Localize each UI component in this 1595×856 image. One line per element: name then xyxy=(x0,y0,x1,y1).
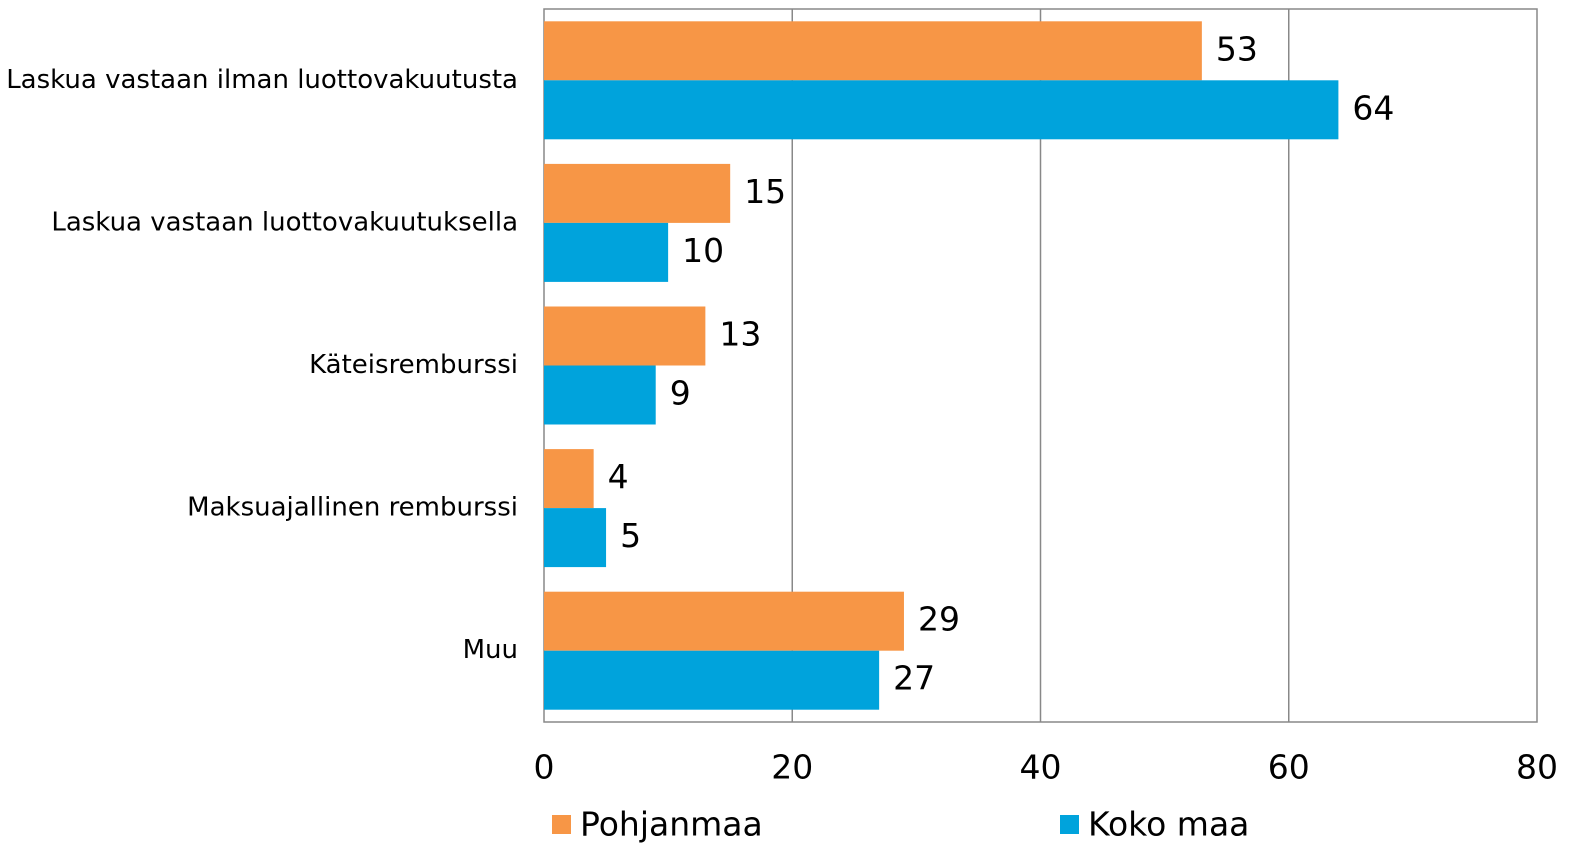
data-label: 27 xyxy=(893,659,935,698)
bar xyxy=(544,163,731,223)
x-tick-label: 0 xyxy=(534,748,555,787)
bar xyxy=(544,80,1339,140)
data-label: 53 xyxy=(1216,29,1258,68)
legend-label: Koko maa xyxy=(1088,805,1249,844)
data-label: 5 xyxy=(620,516,641,555)
legend-label: Pohjanmaa xyxy=(580,805,763,844)
x-tick-label: 40 xyxy=(1020,748,1062,787)
x-tick-label: 20 xyxy=(771,748,813,787)
y-tick-label: Maksuajallinen remburssi xyxy=(187,493,518,523)
data-label: 15 xyxy=(744,172,786,211)
bar xyxy=(544,591,904,651)
data-label: 64 xyxy=(1352,88,1394,127)
data-label: 29 xyxy=(918,600,960,639)
bar xyxy=(544,21,1202,81)
data-label: 4 xyxy=(608,457,629,496)
bar xyxy=(544,650,880,710)
y-tick-label: Laskua vastaan luottovakuutuksella xyxy=(51,207,518,237)
x-tick-label: 60 xyxy=(1268,748,1310,787)
data-label: 10 xyxy=(682,231,724,270)
bar xyxy=(544,449,594,509)
bar xyxy=(544,508,607,568)
bar xyxy=(544,365,656,425)
legend-swatch xyxy=(552,815,571,834)
data-label: 9 xyxy=(670,374,691,413)
bar xyxy=(544,222,669,282)
x-tick-label: 80 xyxy=(1516,748,1558,787)
y-tick-label: Käteisremburssi xyxy=(309,350,518,380)
bar xyxy=(544,306,706,366)
data-label: 13 xyxy=(719,315,761,354)
y-tick-label: Muu xyxy=(463,635,518,665)
legend-swatch xyxy=(1060,815,1079,834)
y-tick-label: Laskua vastaan ilman luottovakuutusta xyxy=(6,65,518,95)
